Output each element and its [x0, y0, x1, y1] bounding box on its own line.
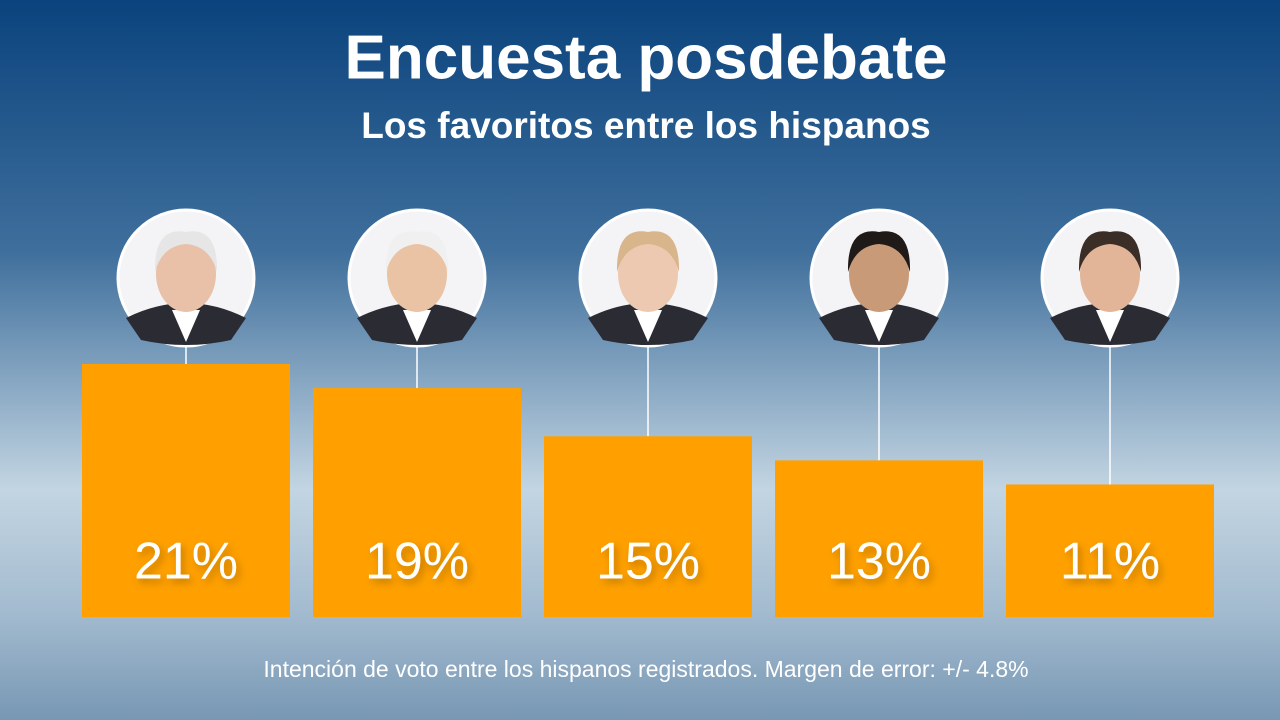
portrait-collar — [634, 310, 662, 342]
portrait — [116, 208, 256, 348]
portrait — [809, 208, 949, 348]
value-label: 11% — [1060, 533, 1160, 591]
value-label: 21% — [134, 533, 238, 591]
chart-subtitle: Los favoritos entre los hispanos — [361, 105, 931, 146]
portrait — [347, 208, 487, 348]
portrait-hair — [154, 231, 218, 272]
portrait — [1040, 208, 1180, 348]
portrait-hair — [1078, 231, 1142, 272]
footnote: Intención de voto entre los hispanos reg… — [263, 656, 1028, 682]
portrait-hair — [385, 231, 449, 272]
portrait-collar — [865, 310, 893, 342]
value-label: 13% — [827, 533, 931, 591]
value-label: 15% — [596, 533, 700, 591]
portrait-hair — [847, 231, 911, 272]
chart-title: Encuesta posdebate — [345, 23, 948, 92]
value-label: 19% — [365, 533, 469, 591]
portrait-face — [1080, 236, 1140, 312]
bar — [544, 436, 752, 617]
bar — [1006, 484, 1214, 617]
portrait-face — [618, 236, 678, 312]
portrait-collar — [172, 310, 200, 342]
portrait — [578, 208, 718, 348]
bar — [313, 388, 521, 617]
portrait-face — [849, 236, 909, 312]
bar — [82, 364, 290, 617]
portrait-hair — [616, 231, 680, 272]
bar — [775, 460, 983, 617]
portrait-collar — [403, 310, 431, 342]
portrait-face — [387, 236, 447, 312]
portrait-face — [156, 236, 216, 312]
portrait-collar — [1096, 310, 1124, 342]
